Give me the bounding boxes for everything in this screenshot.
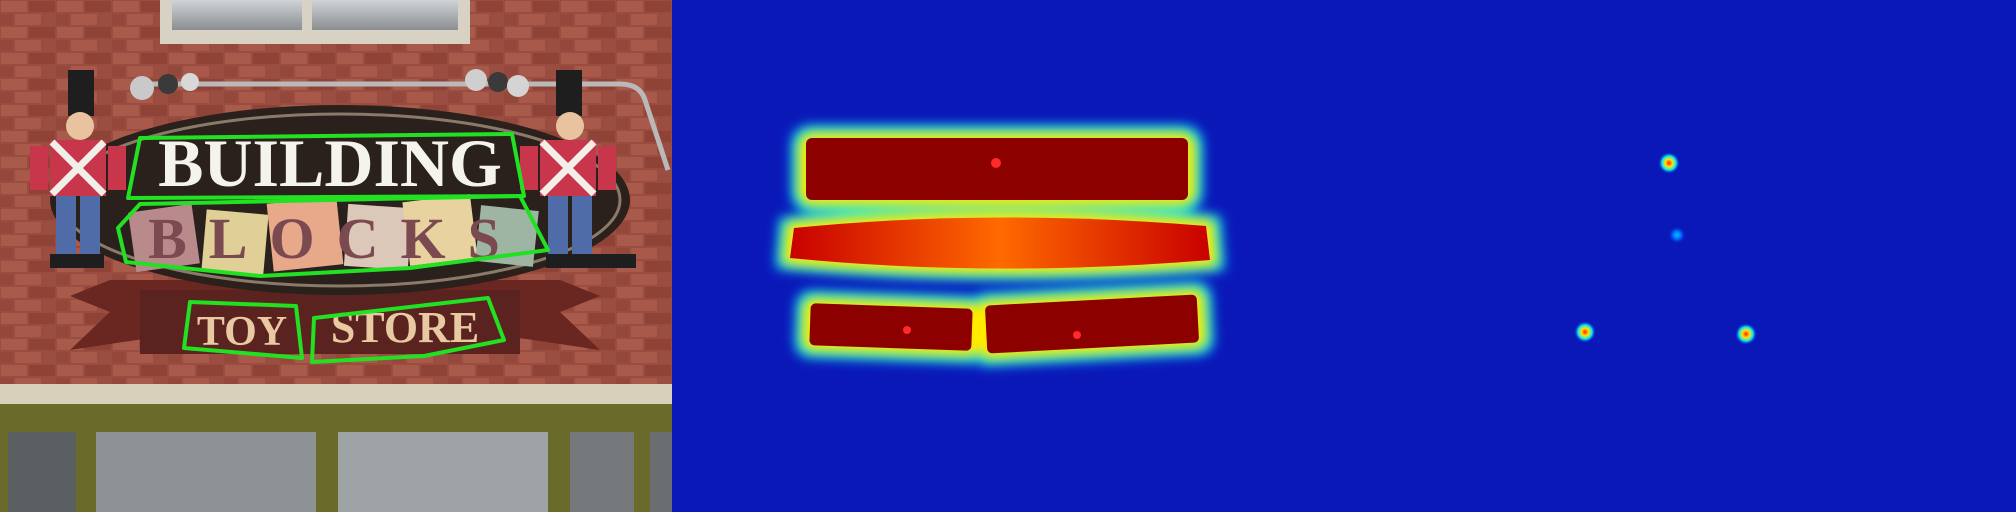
sign-word-toy: TOY bbox=[197, 309, 287, 355]
storefront-pane bbox=[570, 432, 634, 512]
lamp-icon bbox=[507, 75, 529, 97]
toy-block bbox=[266, 196, 344, 272]
storefront-pane bbox=[650, 432, 672, 512]
conduit-pipe bbox=[150, 81, 671, 171]
heat-center-dot bbox=[991, 158, 1001, 168]
lamp-icon bbox=[181, 73, 199, 91]
photo-panel: BUILDING BLOCKS TOY STORE bbox=[0, 0, 672, 512]
heat-region-toy bbox=[809, 303, 973, 351]
outline-blocks bbox=[116, 194, 550, 278]
storefront-pane bbox=[96, 432, 316, 512]
detection-outlines bbox=[116, 132, 550, 364]
text-region-heatmap bbox=[672, 0, 1344, 512]
toy-block bbox=[201, 209, 269, 275]
toy-soldier-left bbox=[30, 70, 126, 268]
center-peak bbox=[1574, 321, 1596, 343]
heat-region-blocks bbox=[790, 217, 1210, 269]
outline-building bbox=[126, 132, 526, 200]
storefront-pane bbox=[8, 432, 76, 512]
toy-block bbox=[402, 194, 478, 266]
center-point-heatmap-panel bbox=[1344, 0, 2016, 512]
lamp-icon bbox=[488, 72, 508, 92]
heat-center-dot bbox=[903, 326, 911, 334]
storefront-pane bbox=[338, 432, 548, 512]
lamp-icon bbox=[465, 69, 487, 91]
storefront-lintel bbox=[0, 384, 672, 404]
lamp-icon bbox=[158, 74, 178, 94]
sign-word-store: STORE bbox=[331, 303, 479, 352]
heat-region-store bbox=[985, 294, 1199, 354]
center-point-heatmap bbox=[1344, 0, 2016, 512]
outline-store bbox=[310, 296, 506, 364]
outline-toy bbox=[182, 300, 304, 360]
toy-block bbox=[128, 203, 200, 273]
toy-block bbox=[343, 203, 413, 271]
heatmap-background bbox=[1344, 0, 2016, 512]
center-peak bbox=[1668, 226, 1686, 244]
text-region-heatmap-panel bbox=[672, 0, 1344, 512]
toy-soldier-right bbox=[520, 70, 636, 268]
heat-region-building bbox=[806, 138, 1188, 200]
center-peak bbox=[1658, 152, 1680, 174]
sign-word-blocks: BLOCKS bbox=[148, 206, 522, 271]
upper-window-pane bbox=[172, 0, 302, 30]
lamp-icon bbox=[130, 76, 154, 100]
heat-center-dot bbox=[1073, 331, 1081, 339]
center-peak bbox=[1735, 323, 1757, 345]
upper-window-pane bbox=[312, 0, 458, 30]
photo-svg: BUILDING BLOCKS TOY STORE bbox=[0, 0, 672, 512]
